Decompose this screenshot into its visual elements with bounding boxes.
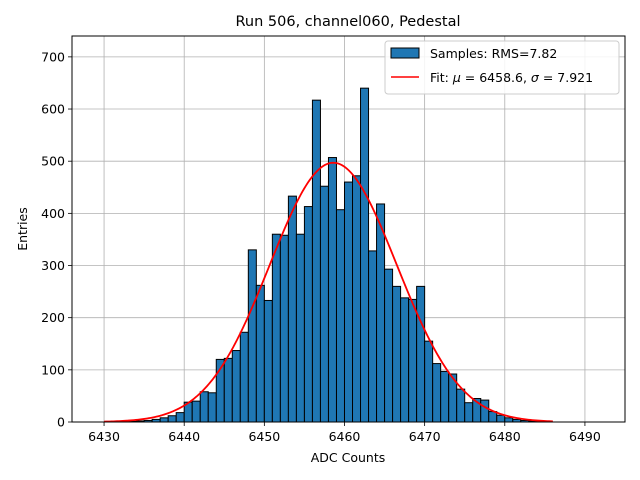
histogram-bar xyxy=(343,181,354,423)
y-tick-label: 300 xyxy=(41,258,65,273)
y-tick-label: 0 xyxy=(57,415,65,430)
histogram-bar xyxy=(303,206,313,423)
histogram-bar xyxy=(263,299,273,423)
histogram-bar xyxy=(464,402,474,423)
x-tick-label: 6430 xyxy=(88,429,120,444)
histogram-bar xyxy=(271,233,281,423)
legend-box xyxy=(384,40,620,95)
histogram-bar xyxy=(287,195,297,423)
histogram-bar xyxy=(432,363,442,423)
fit-curve-layer xyxy=(104,161,553,423)
histogram-bar xyxy=(368,250,378,423)
legend-swatch-samples xyxy=(390,47,420,59)
fit-curve xyxy=(104,161,553,423)
histogram-bar xyxy=(480,399,490,423)
y-tick-label: 600 xyxy=(41,102,65,117)
histogram-bar xyxy=(199,391,209,423)
histogram-bar xyxy=(279,234,289,423)
histogram-bar xyxy=(376,203,386,423)
histogram-bar xyxy=(352,175,362,423)
histogram-bar xyxy=(424,340,434,423)
histogram-bar xyxy=(231,350,241,423)
x-tick-label: 6450 xyxy=(248,429,280,444)
histogram-bar xyxy=(400,297,410,423)
histogram-bar xyxy=(295,233,305,423)
histogram-bar xyxy=(255,284,265,423)
histogram-bar xyxy=(504,417,514,423)
y-tick-label: 200 xyxy=(41,310,65,325)
chart-title: Run 506, channel060, Pedestal xyxy=(235,14,460,30)
histogram-bar xyxy=(167,415,177,423)
axes-frame xyxy=(71,35,626,423)
y-tick-label: 500 xyxy=(41,154,65,169)
y-tick-label: 700 xyxy=(41,49,65,64)
legend-label-samples: Samples: RMS=7.82 xyxy=(430,46,557,61)
y-axis-ticks: 0 100 200 300 400 500 600 700 xyxy=(41,49,72,430)
histogram-bar xyxy=(408,298,418,423)
histogram-bar xyxy=(247,249,257,423)
histogram-bar xyxy=(311,99,321,423)
histogram-bar xyxy=(175,412,185,423)
x-tick-label: 6490 xyxy=(569,429,601,444)
histogram-bar xyxy=(384,268,394,423)
y-axis-label: Entries xyxy=(15,207,30,251)
histogram-bar xyxy=(416,285,426,423)
x-tick-label: 6440 xyxy=(168,429,200,444)
histogram-bar xyxy=(456,388,466,423)
x-axis-label: ADC Counts xyxy=(311,450,386,465)
histogram-bar xyxy=(392,285,402,423)
histogram-bar xyxy=(239,331,249,423)
histogram-bar xyxy=(327,157,337,423)
histogram-bar xyxy=(207,392,217,423)
x-tick-label: 6470 xyxy=(409,429,441,444)
histogram-bar xyxy=(191,400,201,423)
histogram-bar xyxy=(223,357,233,423)
y-tick-label: 400 xyxy=(41,206,65,221)
x-axis-ticks: 6430 6440 6450 6460 6470 6480 6490 xyxy=(88,422,601,444)
x-tick-label: 6480 xyxy=(489,429,521,444)
histogram-bar xyxy=(360,87,370,423)
histogram-bar xyxy=(319,185,329,423)
legend-label-fit: Fit: μ = 6458.6, σ = 7.921 xyxy=(430,70,593,85)
y-tick-label: 100 xyxy=(41,362,65,377)
histogram-bar xyxy=(488,411,498,423)
x-tick-label: 6460 xyxy=(329,429,361,444)
histogram-bar xyxy=(496,414,506,423)
legend: Samples: RMS=7.82 Fit: μ = 6458.6, σ = 7… xyxy=(384,40,620,95)
histogram-bar xyxy=(159,417,169,423)
histogram-bar xyxy=(440,370,450,423)
histogram-bar xyxy=(335,209,345,423)
